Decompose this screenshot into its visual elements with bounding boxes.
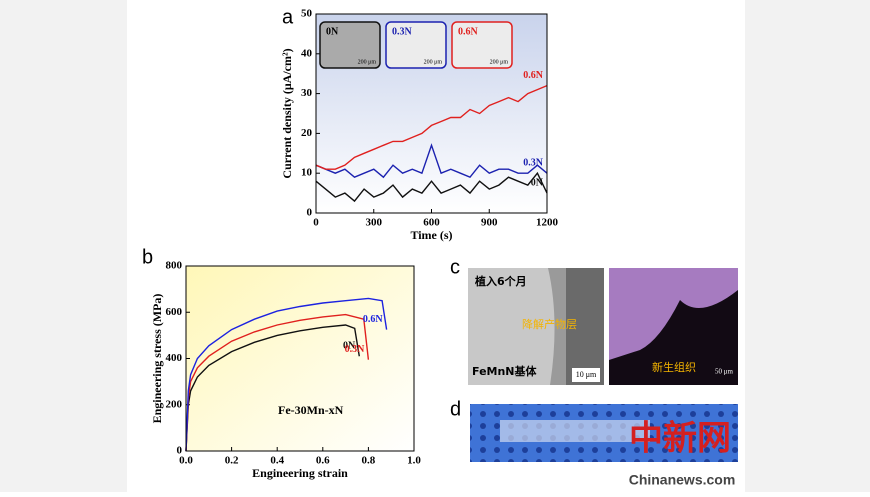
panel-label: b (142, 246, 153, 268)
line-series (315, 84, 548, 170)
y-tick-label: 0 (177, 445, 183, 457)
x-tick-label: 0.0 (179, 455, 193, 467)
series-label: 0N (343, 340, 356, 351)
series-label: 0.3N (523, 157, 544, 168)
y-tick-label: 600 (166, 306, 183, 318)
series-label: 0.6N (523, 70, 544, 81)
annotation: Fe-30Mn-xN (278, 403, 344, 417)
y-tick-label: 800 (166, 260, 183, 272)
line-series (185, 324, 360, 452)
line-series (315, 171, 548, 203)
axes-frame (185, 265, 415, 452)
margin (0, 0, 127, 492)
line-series (315, 143, 548, 179)
x-tick-label: 900 (481, 217, 498, 229)
scale-bar: 10 μm (576, 370, 597, 379)
image-text: 降解产物层 (522, 317, 577, 331)
stent-image: 中新网 Chinanews.com (470, 404, 738, 488)
axes-frame (315, 13, 548, 214)
panel-label: a (282, 6, 294, 28)
inset-image (451, 21, 513, 69)
inset-label: 0N (326, 26, 339, 37)
y-tick-label: 40 (301, 47, 313, 59)
margin (745, 0, 870, 492)
x-tick-label: 0.8 (362, 455, 376, 467)
x-tick-label: 600 (423, 217, 440, 229)
y-tick-label: 30 (301, 87, 313, 99)
panel-label: c (450, 256, 460, 278)
y-tick-label: 20 (301, 127, 313, 139)
series-label: 0N (531, 177, 544, 188)
x-tick-label: 300 (366, 217, 383, 229)
inset-label: 0.3N (392, 26, 413, 37)
inset-image (385, 21, 447, 69)
series-label: 0.3N (345, 344, 366, 355)
inset-label: 0.6N (458, 26, 479, 37)
scale-bar: 50 μm (715, 368, 734, 376)
image-text: 植入6个月 (474, 274, 527, 288)
x-tick-label: 1200 (536, 217, 559, 229)
inset-image (319, 21, 381, 69)
plot-area (186, 266, 414, 451)
image-text: FeMnN基体 (472, 364, 538, 378)
x-axis-label: Engineering strain (252, 466, 348, 480)
y-axis-label: Current density (μA/cm²) (280, 48, 294, 178)
series-label: 0.6N (363, 314, 384, 325)
y-tick-label: 50 (301, 8, 313, 20)
panel-label: d (450, 398, 461, 420)
x-tick-label: 0.6 (316, 455, 330, 467)
micrograph-right: 新生组织 50 μm (609, 268, 738, 385)
y-axis-label: Engineering stress (MPa) (150, 294, 164, 424)
y-tick-label: 0 (307, 207, 313, 219)
y-tick-label: 200 (166, 398, 183, 410)
image-text: 新生组织 (652, 360, 696, 374)
x-tick-label: 0.2 (225, 455, 239, 467)
y-tick-label: 400 (166, 352, 183, 364)
line-series (185, 313, 370, 452)
watermark: Chinanews.com (629, 472, 736, 488)
x-tick-label: 1.0 (407, 455, 421, 467)
x-axis-label: Time (s) (410, 228, 452, 242)
inset-scale: 200 μm (424, 59, 443, 65)
micrograph-left: 植入6个月 降解产物层 FeMnN基体 10 μm (468, 268, 604, 385)
inset-scale: 200 μm (490, 59, 509, 65)
y-tick-label: 10 (301, 167, 313, 179)
x-tick-label: 0.4 (270, 455, 284, 467)
inset-scale: 200 μm (358, 59, 377, 65)
watermark: 中新网 (629, 419, 731, 459)
x-tick-label: 0 (313, 217, 319, 229)
line-series (185, 297, 388, 452)
